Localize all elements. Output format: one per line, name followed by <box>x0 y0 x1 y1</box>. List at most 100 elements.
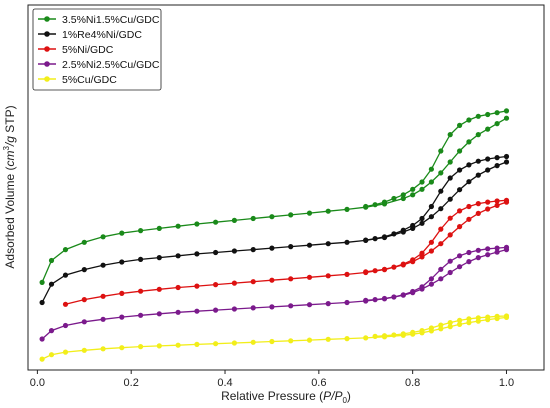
series-4 <box>39 313 510 362</box>
data-point <box>457 224 463 230</box>
data-point <box>39 356 45 362</box>
data-point <box>325 241 331 247</box>
data-point <box>372 333 378 339</box>
data-point <box>428 166 434 172</box>
data-point <box>419 186 425 192</box>
data-point <box>400 261 406 267</box>
data-point <box>419 250 425 256</box>
data-point <box>194 308 200 314</box>
data-point <box>100 293 106 299</box>
data-point <box>138 256 144 262</box>
data-point <box>119 345 125 351</box>
data-point <box>485 252 491 258</box>
data-point <box>428 281 434 287</box>
data-point <box>494 121 500 127</box>
data-point <box>400 195 406 202</box>
data-point <box>494 198 500 204</box>
data-point <box>447 175 453 181</box>
data-point <box>269 214 275 220</box>
data-point <box>48 352 55 358</box>
data-point <box>231 217 237 223</box>
data-point <box>485 199 491 205</box>
data-point <box>100 346 106 352</box>
data-point <box>503 197 510 203</box>
data-point <box>138 344 144 350</box>
data-point <box>438 276 444 282</box>
data-point <box>503 108 510 114</box>
data-point <box>485 167 491 173</box>
legend-swatch-marker <box>44 76 50 82</box>
data-point <box>62 322 69 329</box>
data-point <box>138 228 144 234</box>
data-point <box>381 295 388 302</box>
data-point <box>457 122 463 128</box>
data-point <box>419 328 425 334</box>
legend-entry: 1%Re4%Ni/GDC <box>38 29 142 41</box>
legend-entry: 5%Cu/GDC <box>38 74 117 86</box>
x-axis-label: Relative Pressure (P/P0) <box>221 389 351 405</box>
data-point <box>306 242 313 248</box>
data-point <box>494 163 500 169</box>
data-point <box>119 259 125 265</box>
data-point <box>363 297 369 303</box>
legend-swatch-marker <box>44 16 50 22</box>
data-point <box>475 255 481 261</box>
data-point <box>438 322 444 328</box>
data-point <box>457 187 463 193</box>
series-layer <box>39 108 510 362</box>
data-point <box>213 219 219 225</box>
data-point <box>475 132 481 138</box>
data-point <box>306 274 313 280</box>
series-line-desorption <box>365 155 507 241</box>
data-point <box>419 284 425 290</box>
data-point <box>100 316 106 322</box>
data-point <box>250 279 256 285</box>
data-point <box>363 237 369 243</box>
data-point <box>288 276 294 282</box>
series-1 <box>39 153 510 306</box>
legend-entry: 5%Ni/GDC <box>38 44 114 56</box>
legend-swatch-marker <box>44 31 50 37</box>
data-point <box>372 268 378 274</box>
legend-box <box>32 8 162 91</box>
data-point <box>485 206 491 212</box>
data-point <box>457 208 463 214</box>
data-point <box>363 269 369 275</box>
data-point <box>438 170 444 176</box>
data-point <box>269 338 275 345</box>
data-point <box>175 342 181 348</box>
data-point <box>438 266 444 272</box>
legend-swatch-marker <box>44 61 50 67</box>
data-point <box>100 262 106 268</box>
data-point <box>81 319 87 325</box>
series-2 <box>62 197 510 307</box>
data-point <box>438 148 444 154</box>
data-point <box>438 326 444 332</box>
series-line-desorption <box>365 246 507 301</box>
data-point <box>175 223 181 229</box>
data-point <box>288 212 294 218</box>
data-point <box>466 216 472 222</box>
data-point <box>138 312 144 318</box>
data-point <box>485 126 491 132</box>
data-point <box>457 253 463 259</box>
data-point <box>81 239 87 245</box>
x-tick-label: 1.0 <box>499 377 514 389</box>
data-point <box>400 292 406 298</box>
data-point <box>494 249 500 255</box>
data-point <box>156 343 162 349</box>
data-point <box>288 303 294 309</box>
data-point <box>363 335 369 341</box>
data-point <box>428 179 434 185</box>
data-point <box>138 288 144 294</box>
data-point <box>447 232 453 238</box>
data-point <box>428 325 434 331</box>
data-point <box>156 286 162 292</box>
data-point <box>400 331 406 337</box>
data-point <box>175 284 181 291</box>
data-point <box>494 245 500 251</box>
legend-entry: 2.5%Ni2.5%Cu/GDC <box>38 59 160 71</box>
data-point <box>438 188 444 194</box>
